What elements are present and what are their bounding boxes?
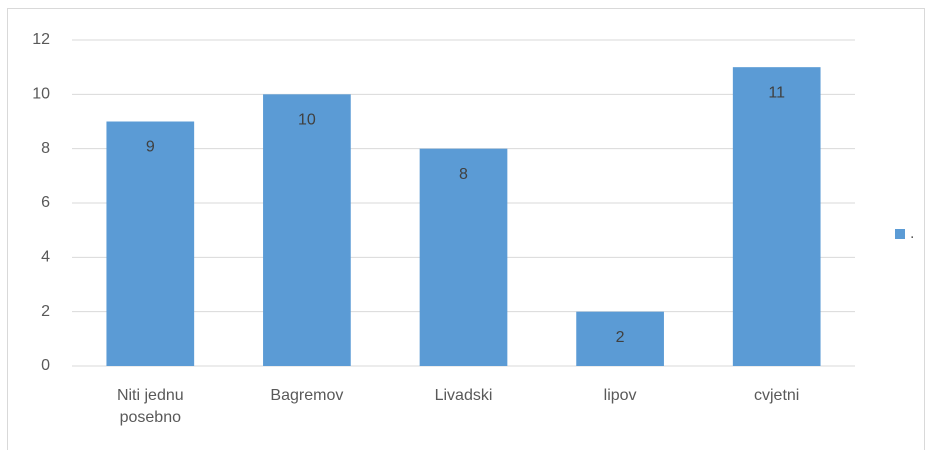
y-tick-label: 0 [41, 357, 50, 374]
bar [732, 67, 821, 367]
x-tick-label: Livadski [434, 387, 493, 404]
y-tick-label: 2 [41, 303, 50, 320]
data-label: 11 [768, 84, 785, 101]
data-label: 2 [616, 329, 625, 346]
bar [263, 94, 351, 366]
data-label: 10 [298, 112, 316, 129]
data-label: 9 [146, 139, 155, 156]
y-tick-label: 4 [41, 249, 50, 266]
bar [419, 148, 508, 366]
bar [106, 121, 195, 366]
x-tick-label: cvjetni [754, 387, 800, 404]
y-tick-label: 12 [32, 31, 50, 48]
bar [576, 311, 664, 366]
y-tick-label: 6 [41, 194, 50, 211]
legend-swatch [895, 229, 905, 239]
data-label: 8 [459, 166, 468, 183]
legend-label: . [910, 225, 914, 242]
y-tick-label: 10 [32, 86, 50, 103]
x-tick-label: Bagremov [270, 387, 344, 404]
x-tick-label: Niti jednu posebno [116, 387, 184, 426]
y-tick-label: 8 [41, 140, 50, 157]
x-tick-label: lipov [603, 387, 637, 404]
